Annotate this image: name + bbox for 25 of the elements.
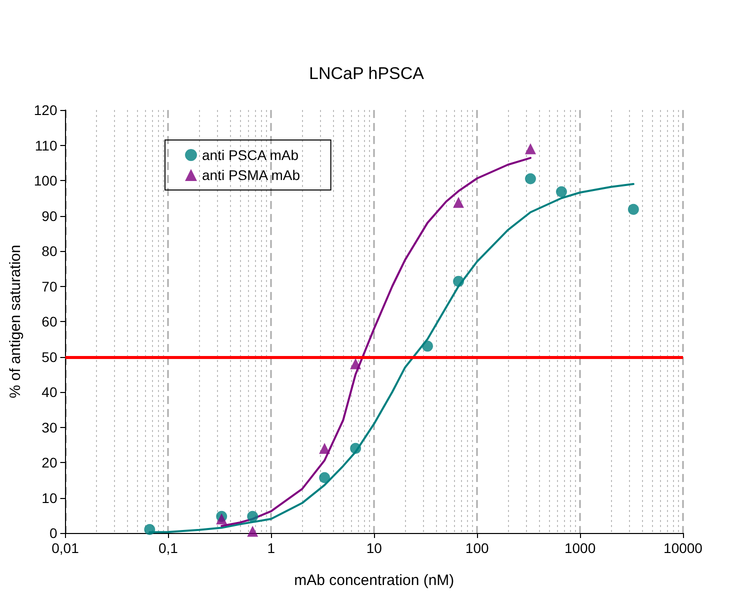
chart-title: LNCaP hPSCA <box>309 64 425 83</box>
x-tick-label: 10000 <box>664 540 703 556</box>
y-tick-label: 110 <box>34 137 58 154</box>
y-tick-label: 30 <box>42 419 58 436</box>
x-axis-title: mAb concentration (nM) <box>294 572 454 589</box>
x-tick-label: 0,1 <box>158 540 178 556</box>
y-tick-label: 100 <box>34 172 58 188</box>
y-tick-label: 40 <box>42 384 58 400</box>
y-tick-label: 20 <box>42 454 58 470</box>
x-tick-label: 100 <box>465 540 489 556</box>
x-tick-label: 0,01 <box>52 540 80 556</box>
y-tick-label: 70 <box>42 278 58 294</box>
y-tick-label: 10 <box>42 490 58 506</box>
x-tick-label: 10 <box>366 540 382 556</box>
y-tick-label: 120 <box>34 102 58 118</box>
x-tick-label: 1 <box>267 540 276 556</box>
y-tick-label: 0 <box>49 525 58 541</box>
y-tick-label: 90 <box>42 208 58 224</box>
y-tick-label: 50 <box>42 348 58 365</box>
y-tick-label: 60 <box>42 314 58 330</box>
y-tick-label: 80 <box>42 243 58 259</box>
legend-label: anti PSMA mAb <box>202 167 300 183</box>
x-tick-label: 1000 <box>564 540 596 556</box>
y-axis-title: % of antigen saturation <box>7 244 24 398</box>
legend-label: anti PSCA mAb <box>202 147 299 163</box>
